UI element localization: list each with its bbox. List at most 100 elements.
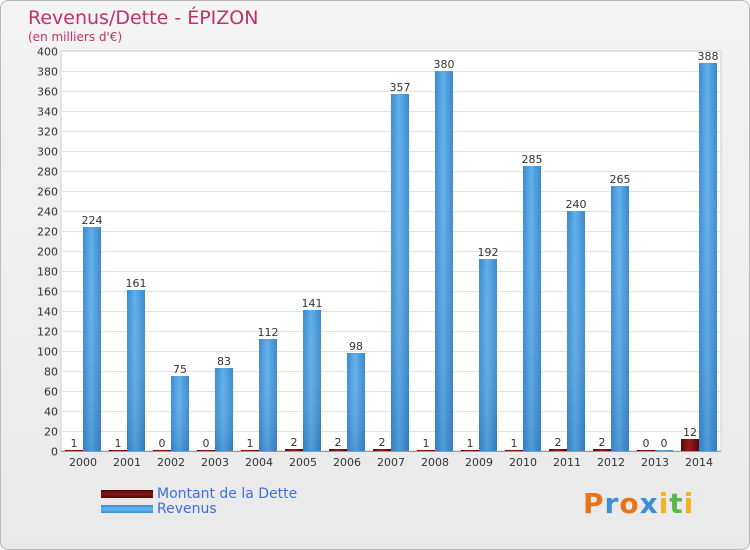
chart-subtitle: (en milliers d'€) bbox=[28, 30, 123, 44]
x-tick-label: 2009 bbox=[465, 456, 493, 469]
bar-dette bbox=[241, 450, 259, 451]
bar-dette bbox=[373, 449, 391, 451]
bar-dette bbox=[505, 450, 523, 451]
y-tick-label: 180 bbox=[37, 266, 58, 279]
y-tick-label: 0 bbox=[51, 446, 58, 459]
logo-letter: x bbox=[639, 487, 659, 520]
data-label-dette: 2 bbox=[335, 436, 342, 449]
x-tick-label: 2005 bbox=[289, 456, 317, 469]
legend-label-revenus: Revenus bbox=[157, 501, 217, 517]
data-label-dette: 1 bbox=[247, 437, 254, 450]
logo-letter: o bbox=[619, 487, 640, 520]
data-label-dette: 1 bbox=[71, 437, 78, 450]
legend-swatch-revenus bbox=[101, 505, 153, 513]
y-tick-label: 40 bbox=[44, 406, 58, 419]
y-tick-label: 220 bbox=[37, 226, 58, 239]
x-tick-label: 2002 bbox=[157, 456, 185, 469]
y-tick-label: 20 bbox=[44, 426, 58, 439]
bar-revenus-shade bbox=[215, 368, 233, 451]
proxiti-logo: Proxiti bbox=[583, 487, 694, 520]
data-label-revenus: 98 bbox=[349, 340, 363, 353]
data-label-revenus: 380 bbox=[434, 58, 455, 71]
y-tick-label: 120 bbox=[37, 326, 58, 339]
y-tick-label: 400 bbox=[37, 46, 58, 59]
y-tick-label: 340 bbox=[37, 106, 58, 119]
chart-title: Revenus/Dette - ÉPIZON bbox=[28, 7, 259, 29]
data-label-revenus: 83 bbox=[217, 355, 231, 368]
bar-dette bbox=[461, 450, 479, 451]
bar-dette bbox=[549, 449, 567, 451]
bar-revenus-shade bbox=[699, 63, 717, 451]
legend-swatch-dette bbox=[101, 490, 153, 498]
logo-letter: i bbox=[658, 487, 670, 520]
bar-revenus-shade bbox=[171, 376, 189, 451]
bar-revenus-shade bbox=[523, 166, 541, 451]
bar-dette bbox=[681, 439, 699, 451]
data-label-dette: 2 bbox=[379, 436, 386, 449]
data-label-dette: 0 bbox=[643, 437, 650, 450]
y-tick-label: 140 bbox=[37, 306, 58, 319]
data-label-revenus: 357 bbox=[390, 81, 411, 94]
x-tick-label: 2004 bbox=[245, 456, 273, 469]
y-tick-label: 300 bbox=[37, 146, 58, 159]
bar-revenus-shade bbox=[83, 227, 101, 451]
data-label-revenus: 141 bbox=[302, 297, 323, 310]
bar-dette bbox=[417, 450, 435, 451]
x-tick-label: 2014 bbox=[685, 456, 713, 469]
y-tick-label: 380 bbox=[37, 66, 58, 79]
data-label-revenus: 388 bbox=[698, 50, 719, 63]
data-label-dette: 0 bbox=[203, 437, 210, 450]
bar-revenus-shade bbox=[435, 71, 453, 451]
y-tick-label: 240 bbox=[37, 206, 58, 219]
x-tick-label: 2011 bbox=[553, 456, 581, 469]
y-tick-label: 200 bbox=[37, 246, 58, 259]
bar-revenus-shade bbox=[567, 211, 585, 451]
logo-letter: r bbox=[604, 487, 620, 520]
data-label-dette: 1 bbox=[511, 437, 518, 450]
x-tick-label: 2001 bbox=[113, 456, 141, 469]
y-tick-label: 320 bbox=[37, 126, 58, 139]
bar-dette bbox=[109, 450, 127, 451]
data-label-dette: 1 bbox=[115, 437, 122, 450]
bar-revenus-shade bbox=[259, 339, 277, 451]
x-tick-label: 2007 bbox=[377, 456, 405, 469]
bar-revenus-shade bbox=[347, 353, 365, 451]
bar-dette bbox=[593, 449, 611, 451]
x-tick-label: 2003 bbox=[201, 456, 229, 469]
y-tick-label: 60 bbox=[44, 386, 58, 399]
bar-revenus-shade bbox=[391, 94, 409, 451]
data-label-revenus: 224 bbox=[82, 214, 103, 227]
bar-revenus-shade bbox=[611, 186, 629, 451]
data-label-dette: 0 bbox=[159, 437, 166, 450]
legend-label-dette: Montant de la Dette bbox=[157, 486, 298, 502]
x-tick-label: 2010 bbox=[509, 456, 537, 469]
x-tick-label: 2006 bbox=[333, 456, 361, 469]
data-label-dette: 1 bbox=[467, 437, 474, 450]
bar-dette bbox=[65, 450, 83, 451]
y-tick-label: 360 bbox=[37, 86, 58, 99]
data-label-dette: 2 bbox=[291, 436, 298, 449]
data-label-revenus: 285 bbox=[522, 153, 543, 166]
data-label-dette: 1 bbox=[423, 437, 430, 450]
data-label-revenus: 0 bbox=[661, 437, 668, 450]
data-label-revenus: 240 bbox=[566, 198, 587, 211]
x-tick-label: 2008 bbox=[421, 456, 449, 469]
data-label-revenus: 75 bbox=[173, 363, 187, 376]
x-tick-label: 2000 bbox=[69, 456, 97, 469]
logo-letter: t bbox=[669, 487, 684, 520]
y-tick-label: 160 bbox=[37, 286, 58, 299]
data-label-revenus: 161 bbox=[126, 277, 147, 290]
data-label-revenus: 112 bbox=[258, 326, 279, 339]
bar-dette bbox=[153, 450, 171, 451]
x-tick-label: 2012 bbox=[597, 456, 625, 469]
y-tick-label: 260 bbox=[37, 186, 58, 199]
data-label-revenus: 192 bbox=[478, 246, 499, 259]
y-tick-label: 100 bbox=[37, 346, 58, 359]
data-label-dette: 12 bbox=[683, 426, 697, 439]
bar-revenus-shade bbox=[303, 310, 321, 451]
y-tick-label: 80 bbox=[44, 366, 58, 379]
data-label-dette: 2 bbox=[555, 436, 562, 449]
y-tick-label: 280 bbox=[37, 166, 58, 179]
